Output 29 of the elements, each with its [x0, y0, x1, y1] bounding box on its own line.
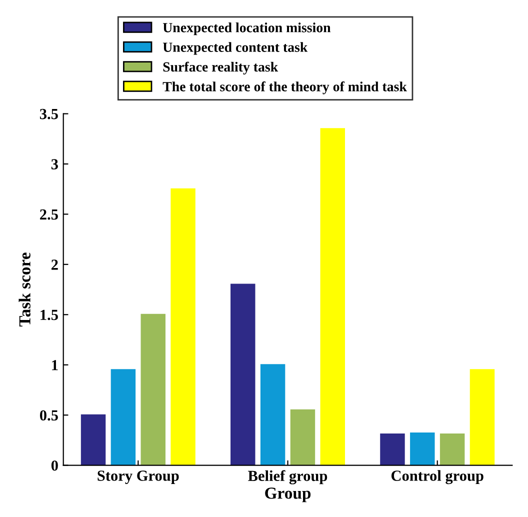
y-tick-label: 1	[52, 360, 58, 370]
bar	[80, 414, 106, 466]
y-axis-title: Task score	[18, 252, 30, 327]
legend-label: Surface reality task	[163, 62, 278, 74]
bar	[320, 128, 346, 466]
legend-label: The total score of the theory of mind task	[162, 81, 407, 94]
y-tick-label: 2.5	[40, 209, 58, 220]
x-tick-label: Control group	[391, 470, 484, 484]
bar	[110, 369, 136, 466]
bar	[470, 369, 495, 466]
bar	[440, 433, 465, 466]
y-tick-label: 0.5	[40, 410, 58, 421]
x-tick-label: Belief group	[248, 470, 328, 484]
bar	[410, 432, 435, 466]
y-tick-label: 3.5	[40, 108, 58, 120]
x-tick-label: Story Group	[98, 470, 179, 484]
bar	[170, 188, 196, 466]
bar	[380, 433, 405, 466]
y-tick-label: 3	[51, 159, 58, 170]
legend-label: Unexpected content task	[162, 42, 308, 55]
y-tick-label: 1.5	[40, 310, 58, 320]
bar	[260, 364, 286, 466]
x-axis-title: Group	[265, 488, 311, 502]
y-tick-label: 0	[51, 460, 58, 471]
y-tick-label: 2	[52, 260, 58, 270]
bar	[140, 314, 166, 466]
legend-label: Unexpected location mission	[162, 22, 331, 36]
bar	[290, 409, 316, 466]
bar	[230, 284, 256, 466]
